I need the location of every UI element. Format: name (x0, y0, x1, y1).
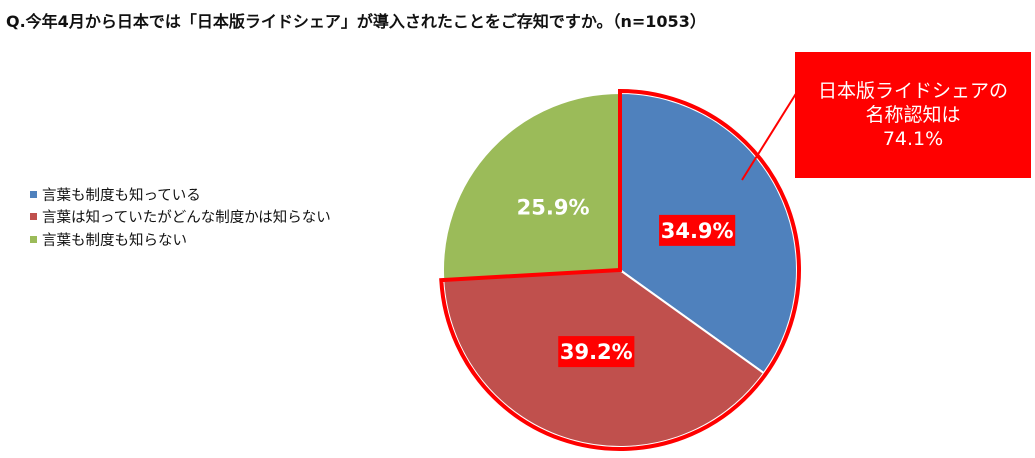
legend-swatch (30, 213, 37, 221)
slice-label-box-aware-word-only (558, 336, 635, 368)
legend-label: 言葉も制度も知らない (42, 232, 187, 249)
slice-label-not-aware: 25.9% (517, 195, 590, 219)
callout-line-3: 74.1% (882, 128, 944, 150)
slice-label-box-aware-both (659, 214, 736, 246)
callout-line-1: 日本版ライドシェアの (817, 80, 1008, 102)
callout-line-2: 名称認知は (865, 104, 961, 126)
callout-pointer-line (741, 91, 798, 181)
slice-label-aware-both: 34.9% (661, 219, 734, 243)
awareness-callout: 日本版ライドシェアの 名称認知は 74.1% (795, 52, 1031, 178)
legend-item-aware-both: 言葉も制度も知っている (30, 183, 331, 206)
slice-label-aware-word-only: 39.2% (560, 340, 633, 364)
legend-label: 言葉も制度も知っている (42, 187, 201, 204)
legend-label: 言葉は知っていたがどんな制度かは知らない (42, 210, 331, 227)
slice-labels: 34.9% 39.2% 25.9% (517, 195, 736, 368)
highlight-border (439, 88, 801, 451)
legend-item-aware-word-only: 言葉は知っていたがどんな制度かは知らない (30, 206, 331, 229)
legend-swatch (30, 235, 37, 243)
legend-item-not-aware: 言葉も制度も知らない (30, 228, 331, 251)
legend-swatch (30, 190, 37, 198)
question-title: Q.今年4月から日本では「日本版ライドシェア」が導入されたことをご存知ですか。（… (6, 12, 706, 31)
chart-legend: 言葉も制度も知っている 言葉は知っていたがどんな制度かは知らない 言葉も制度も知… (30, 183, 331, 251)
highlight-outline (439, 88, 801, 451)
pie-slice-not-aware (442, 91, 621, 282)
